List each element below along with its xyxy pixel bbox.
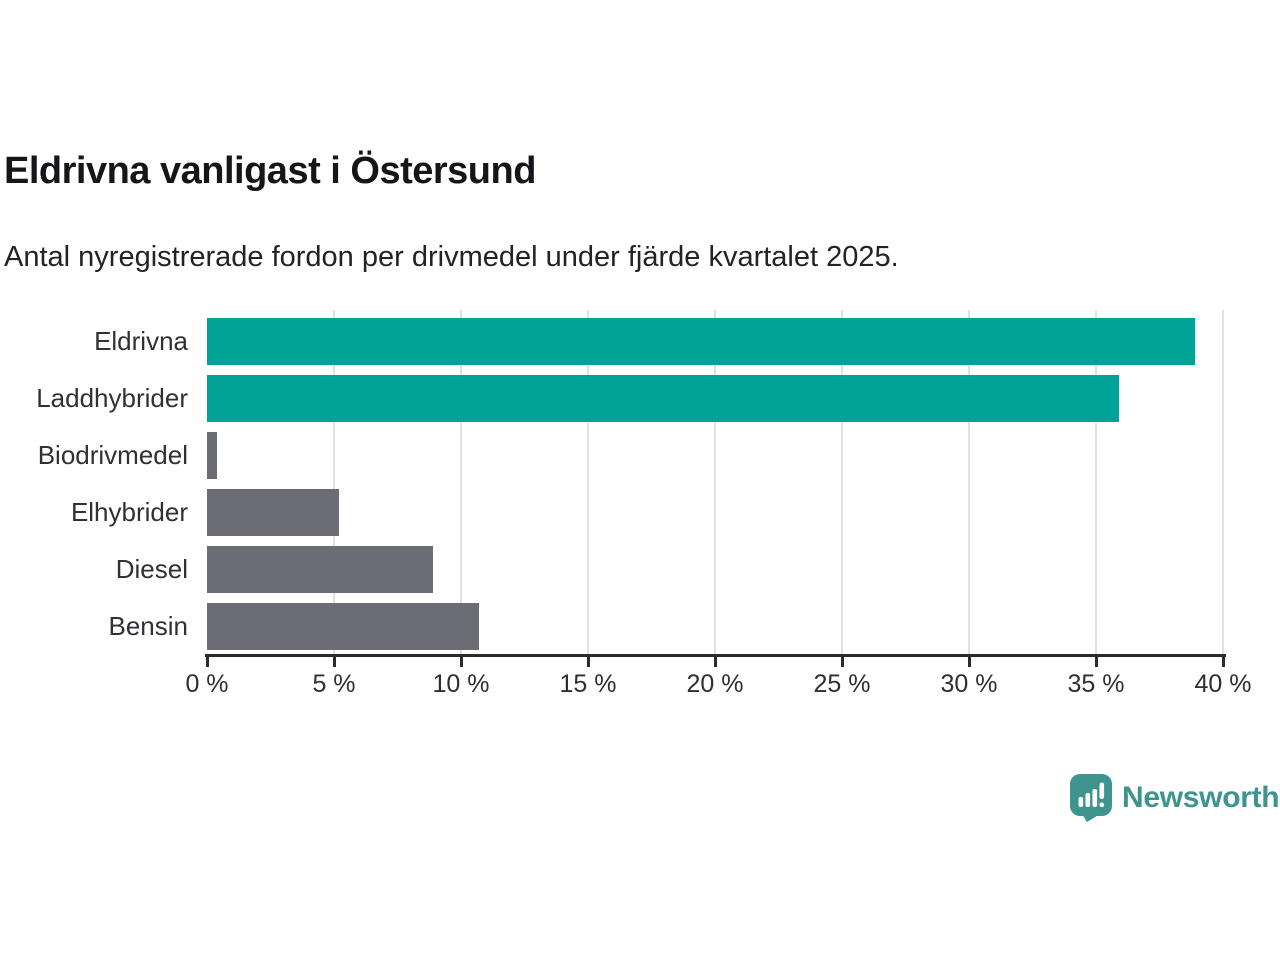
- tick-25: [840, 657, 844, 667]
- x-axis-ticks: 0 % 5 % 10 % 15 % 20 % 25 % 30 % 35 % 40 %: [185, 657, 1251, 717]
- bar-biodrivmedel: [207, 432, 218, 479]
- tick-5: [332, 657, 336, 667]
- gridline-10: [460, 310, 462, 654]
- category-label-diesel: Diesel: [115, 554, 188, 584]
- category-label-bensin: Bensin: [108, 611, 189, 641]
- tick-40: [1221, 657, 1225, 667]
- bar-chart: Eldrivna Laddhybrider Biodrivmedel Elhybrid…: [0, 310, 1280, 710]
- gridline-30: [968, 310, 970, 654]
- bar-laddhybrider: [207, 375, 1119, 422]
- tick-label-5: 5 %: [312, 670, 356, 698]
- tick-35: [1094, 657, 1098, 667]
- tick-label-30: 30 %: [940, 670, 998, 698]
- bar-bensin: [207, 603, 479, 650]
- tick-0: [205, 657, 209, 667]
- x-axis-line: [205, 654, 1226, 657]
- tick-label-10: 10 %: [432, 670, 490, 698]
- bar-diesel: [207, 546, 434, 593]
- tick-label-0: 0 %: [185, 670, 229, 698]
- tick-15: [586, 657, 590, 667]
- tick-label-25: 25 %: [813, 670, 871, 698]
- gridline-15: [587, 310, 589, 654]
- tick-label-20: 20 %: [686, 670, 744, 698]
- category-label-biodrivmedel: Biodrivmedel: [37, 440, 188, 470]
- bar-eldrivna: [207, 318, 1196, 365]
- category-label-elhybrider: Elhybrider: [70, 497, 188, 527]
- tick-label-15: 15 %: [559, 670, 617, 698]
- tick-label-35: 35 %: [1067, 670, 1125, 698]
- gridline-35: [1095, 310, 1097, 654]
- gridline-20: [714, 310, 716, 654]
- tick-label-40: 40 %: [1194, 670, 1252, 698]
- category-labels: Eldrivna Laddhybrider Biodrivmedel Elhybrid…: [0, 310, 188, 654]
- chart-title: Eldrivna vanligast i Östersund: [4, 150, 536, 192]
- gridline-25: [841, 310, 843, 654]
- brand-name: Newsworthy: [1122, 781, 1280, 814]
- newsworthy-chart-bubble-icon: [1070, 774, 1112, 822]
- plot-area: [207, 310, 1224, 654]
- gridline-40: [1222, 310, 1224, 654]
- tick-20: [713, 657, 717, 667]
- gridline-5: [333, 310, 335, 654]
- brand-logo: Newsworthy: [1070, 774, 1280, 822]
- bar-elhybrider: [207, 489, 340, 536]
- tick-30: [967, 657, 971, 667]
- category-label-eldrivna: Eldrivna: [94, 326, 188, 356]
- chart-subtitle: Antal nyregistrerade fordon per drivmede…: [4, 241, 899, 273]
- tick-10: [459, 657, 463, 667]
- category-label-laddhybrider: Laddhybrider: [36, 383, 188, 413]
